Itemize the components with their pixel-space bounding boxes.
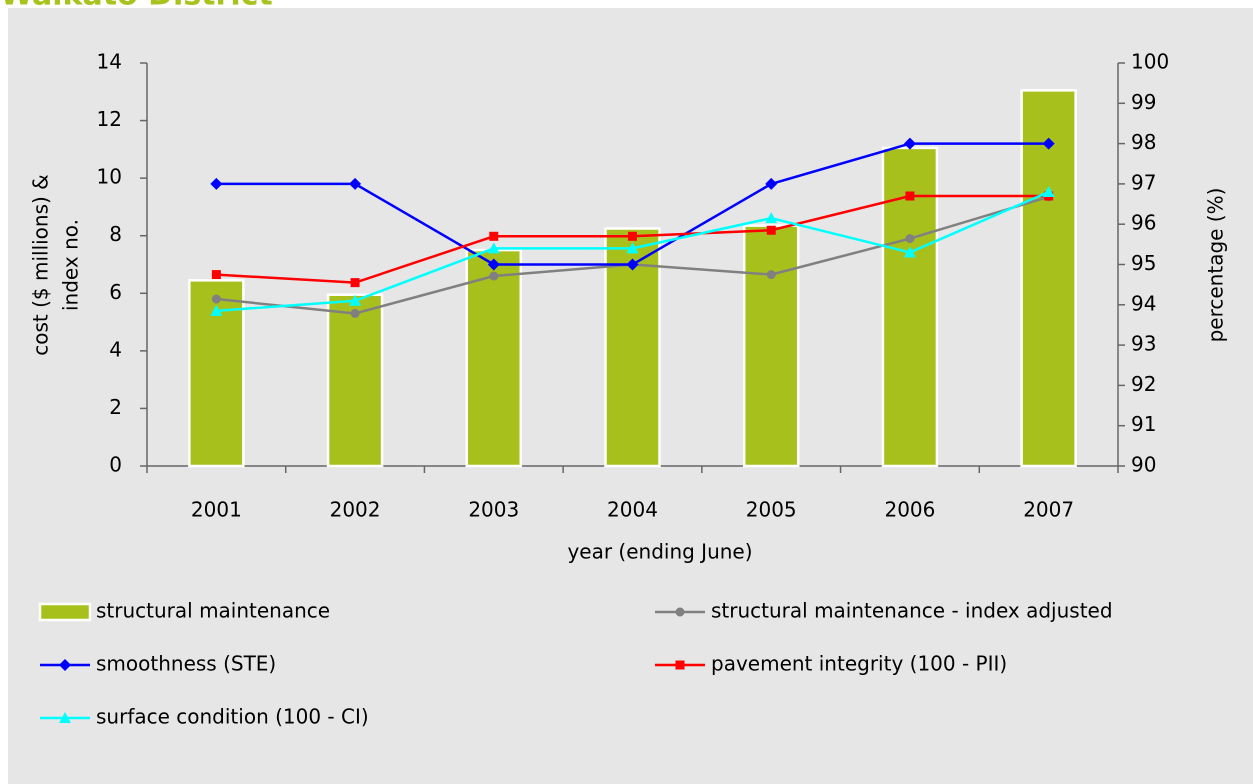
point xyxy=(765,177,778,190)
legend-label: smoothness (STE) xyxy=(96,652,276,676)
chart-title: Waikato District xyxy=(0,0,273,13)
y-axis-title: cost ($ millions) & xyxy=(29,174,53,356)
point xyxy=(766,225,776,235)
y-tick-label: 6 xyxy=(109,280,122,304)
legend-marker xyxy=(675,660,685,670)
y2-tick-label: 91 xyxy=(1131,412,1156,436)
y2-tick-label: 100 xyxy=(1131,50,1169,74)
point xyxy=(211,270,221,280)
legend-label: structural maintenance xyxy=(96,599,330,623)
point xyxy=(1042,185,1055,197)
y2-tick-label: 90 xyxy=(1131,453,1156,477)
legend-label: structural maintenance - index adjusted xyxy=(711,599,1113,623)
point xyxy=(350,308,360,318)
x-tick-label: 2001 xyxy=(191,498,242,522)
y-tick-label: 10 xyxy=(97,165,122,189)
point xyxy=(903,137,916,150)
y2-tick-label: 98 xyxy=(1131,130,1156,154)
x-tick-label: 2004 xyxy=(607,498,658,522)
y-tick-label: 2 xyxy=(109,395,122,419)
point xyxy=(905,191,915,201)
point xyxy=(903,246,916,258)
x-tick-label: 2002 xyxy=(330,498,381,522)
x-tick-label: 2005 xyxy=(746,498,797,522)
legend-swatch xyxy=(38,602,92,622)
point xyxy=(211,294,221,304)
y-tick-label: 8 xyxy=(109,222,122,246)
y-axis-title: index no. xyxy=(59,219,83,311)
point xyxy=(905,234,915,244)
legend-label: pavement integrity (100 - PII) xyxy=(711,652,1007,676)
point xyxy=(349,294,362,306)
point xyxy=(1042,137,1055,150)
y-tick-label: 4 xyxy=(109,337,122,361)
point xyxy=(765,212,778,224)
y2-tick-label: 93 xyxy=(1131,332,1156,356)
legend-marker xyxy=(675,607,685,617)
y2-tick-label: 96 xyxy=(1131,211,1156,235)
y2-axis-title: percentage (%) xyxy=(1204,188,1228,343)
point xyxy=(349,177,362,190)
point xyxy=(210,177,223,190)
y2-tick-label: 97 xyxy=(1131,170,1156,194)
y-tick-label: 14 xyxy=(97,50,122,74)
point xyxy=(626,242,639,254)
x-axis-title: year (ending June) xyxy=(567,540,752,564)
bar xyxy=(326,293,384,468)
y2-tick-label: 95 xyxy=(1131,251,1156,275)
x-tick-label: 2003 xyxy=(468,498,519,522)
bar xyxy=(1020,89,1077,468)
bar xyxy=(188,279,245,468)
x-tick-label: 2006 xyxy=(884,498,935,522)
point xyxy=(487,242,500,254)
point xyxy=(210,304,223,316)
y-tick-label: 12 xyxy=(97,107,122,131)
point xyxy=(350,278,360,288)
point xyxy=(489,271,499,281)
bar xyxy=(465,248,523,468)
point xyxy=(626,258,639,271)
bar xyxy=(604,227,661,468)
bar xyxy=(742,224,800,468)
point xyxy=(766,270,776,280)
point xyxy=(628,231,637,241)
y2-tick-label: 99 xyxy=(1131,90,1156,114)
legend-marker xyxy=(59,712,71,723)
y2-tick-label: 92 xyxy=(1131,372,1156,396)
legend-label: surface condition (100 - CI) xyxy=(96,705,369,729)
y-tick-label: 0 xyxy=(109,453,122,477)
legend-marker xyxy=(59,659,71,671)
y2-tick-label: 94 xyxy=(1131,291,1156,315)
x-tick-label: 2007 xyxy=(1023,498,1074,522)
point xyxy=(489,231,499,241)
point xyxy=(487,258,500,271)
